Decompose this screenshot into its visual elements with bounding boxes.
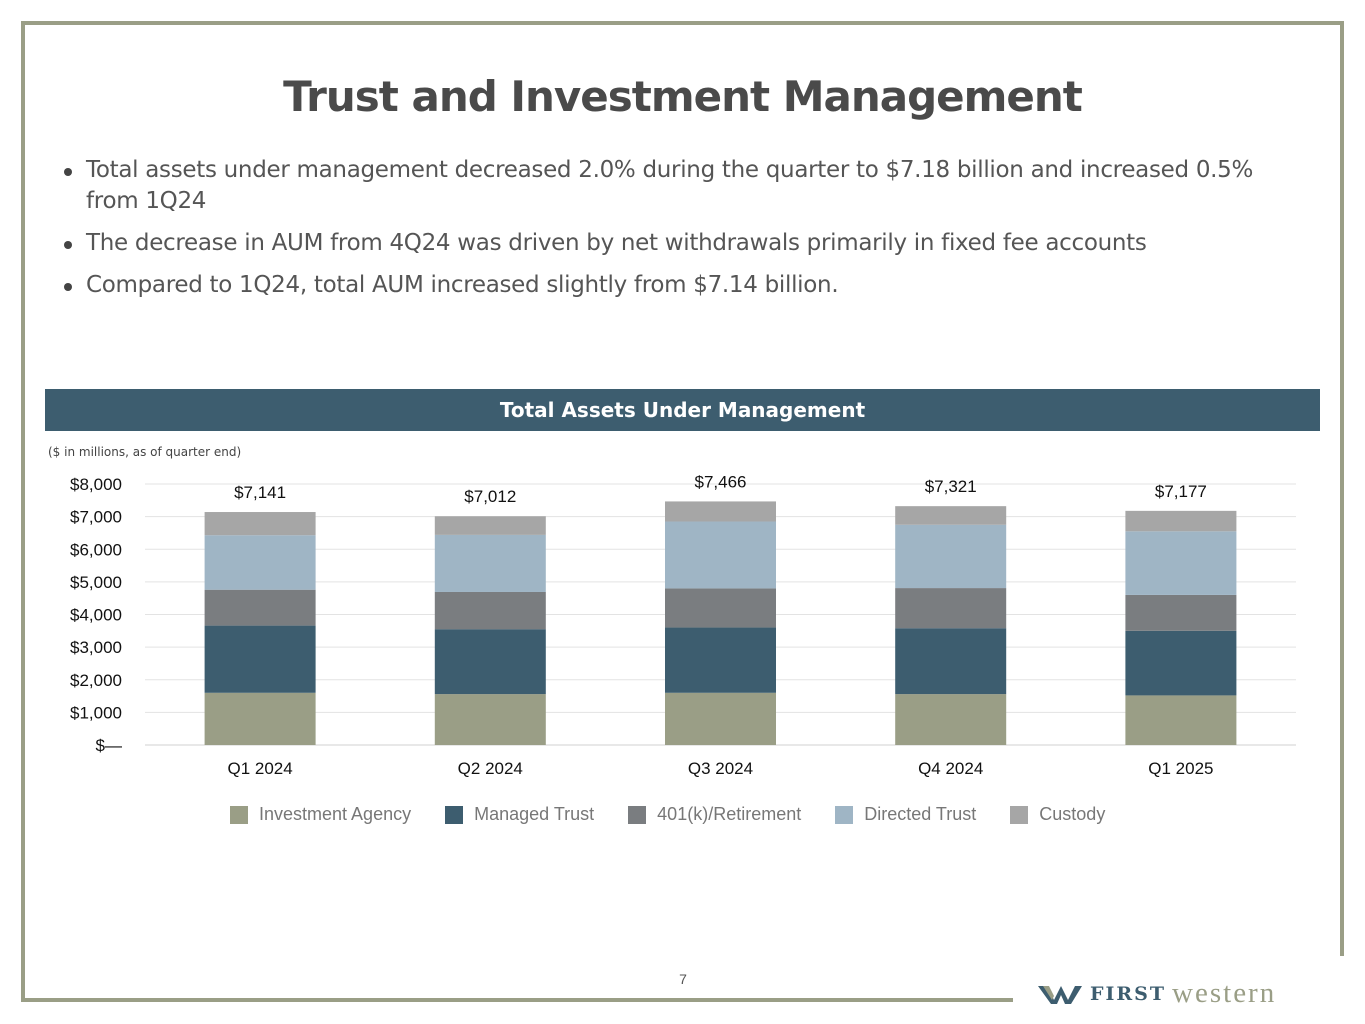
- legend-item-retirement: 401(k)/Retirement: [628, 804, 801, 825]
- total-data-label: $7,321: [925, 477, 977, 496]
- legend-swatch-custody: [1010, 805, 1029, 824]
- bar-segment-investment-agency: [665, 692, 776, 745]
- bar-segment-custody: [895, 506, 1007, 525]
- x-tick-label: Q4 2024: [918, 759, 983, 778]
- bar-segment-managed-trust: [204, 625, 316, 693]
- bar-segment-investment-agency: [434, 694, 546, 745]
- legend-label: Directed Trust: [864, 804, 977, 824]
- bar-segment-directed-trust: [204, 535, 316, 590]
- page-number: 7: [679, 971, 687, 987]
- legend-swatch-managed-trust: [445, 805, 464, 824]
- x-tick-label: Q1 2025: [1148, 759, 1213, 778]
- legend-item-managed-trust: Managed Trust: [445, 804, 594, 825]
- chart-units-note: ($ in millions, as of quarter end): [48, 445, 242, 459]
- logo-first-text: FIRST: [1090, 982, 1167, 1005]
- legend-item-custody: Custody: [1010, 804, 1105, 825]
- total-data-label: $7,177: [1155, 482, 1207, 501]
- chart-header: Total Assets Under Management: [45, 389, 1320, 431]
- legend-swatch-investment-agency: [230, 805, 248, 824]
- bullet-item: Total assets under management decreased …: [62, 155, 1302, 217]
- bar-segment-custody: [1125, 510, 1237, 532]
- bar-segment-investment-agency: [204, 692, 316, 745]
- bullet-item: The decrease in AUM from 4Q24 was driven…: [62, 228, 1302, 259]
- bar-segment-managed-trust: [665, 627, 776, 693]
- bar-segment-retirement: [434, 591, 546, 630]
- y-tick-label: $—: [96, 736, 122, 755]
- chart-legend: Investment Agency Managed Trust 401(k)/R…: [230, 804, 1139, 825]
- y-tick-label: $5,000: [70, 573, 122, 592]
- x-tick-label: Q3 2024: [688, 759, 753, 778]
- y-tick-label: $4,000: [70, 606, 122, 625]
- y-tick-label: $6,000: [70, 540, 122, 559]
- frame-top-border: [21, 21, 1344, 25]
- legend-label: Investment Agency: [259, 804, 412, 824]
- y-tick-label: $2,000: [70, 671, 122, 690]
- w-mark-icon: [1038, 985, 1082, 1004]
- bar-segment-investment-agency: [895, 694, 1007, 745]
- legend-item-investment-agency: Investment Agency: [230, 804, 411, 825]
- bar-segment-managed-trust: [895, 628, 1007, 695]
- y-tick-label: $3,000: [70, 638, 122, 657]
- frame-right-border: [1340, 21, 1344, 956]
- legend-label: Managed Trust: [474, 804, 595, 824]
- x-tick-label: Q1 2024: [227, 759, 292, 778]
- x-tick-label: Q2 2024: [458, 759, 523, 778]
- bar-segment-retirement: [665, 588, 776, 628]
- bar-segment-directed-trust: [895, 524, 1007, 589]
- frame-bottom-border: [21, 998, 1013, 1002]
- first-western-logo: FIRST western: [1038, 977, 1276, 1010]
- bar-segment-custody: [204, 512, 316, 536]
- bar-segment-investment-agency: [1125, 695, 1237, 745]
- bar-segment-directed-trust: [1125, 531, 1237, 595]
- legend-label: Custody: [1039, 804, 1106, 824]
- bar-segment-retirement: [204, 589, 316, 626]
- bullet-list: Total assets under management decreased …: [62, 155, 1302, 312]
- total-data-label: $7,012: [464, 487, 516, 506]
- aum-stacked-bar-chart: $— $1,000 $2,000 $3,000 $4,000 $5,000 $6,000 $7…: [70, 472, 1296, 778]
- bar-segment-managed-trust: [434, 629, 546, 695]
- frame-left-border: [21, 21, 25, 1002]
- bar-segment-custody: [665, 501, 776, 522]
- bullet-item: Compared to 1Q24, total AUM increased sl…: [62, 270, 1302, 301]
- bar-segment-directed-trust: [434, 534, 546, 592]
- legend-swatch-directed-trust: [835, 805, 854, 824]
- page-title: Trust and Investment Management: [283, 72, 1083, 121]
- logo-western-text: western: [1172, 977, 1277, 1009]
- y-tick-label: $8,000: [70, 475, 122, 494]
- legend-label: 401(k)/Retirement: [657, 804, 802, 824]
- bar-segment-retirement: [895, 588, 1007, 629]
- total-data-label: $7,141: [234, 483, 286, 502]
- bar-segment-retirement: [1125, 594, 1237, 631]
- legend-swatch-retirement: [628, 805, 647, 824]
- bar-segment-managed-trust: [1125, 630, 1237, 696]
- bar-segment-custody: [434, 516, 546, 535]
- y-tick-label: $1,000: [70, 703, 122, 722]
- total-data-label: $7,466: [695, 472, 747, 491]
- y-tick-label: $7,000: [70, 508, 122, 527]
- legend-item-directed-trust: Directed Trust: [835, 804, 976, 825]
- bar-segment-directed-trust: [665, 521, 776, 589]
